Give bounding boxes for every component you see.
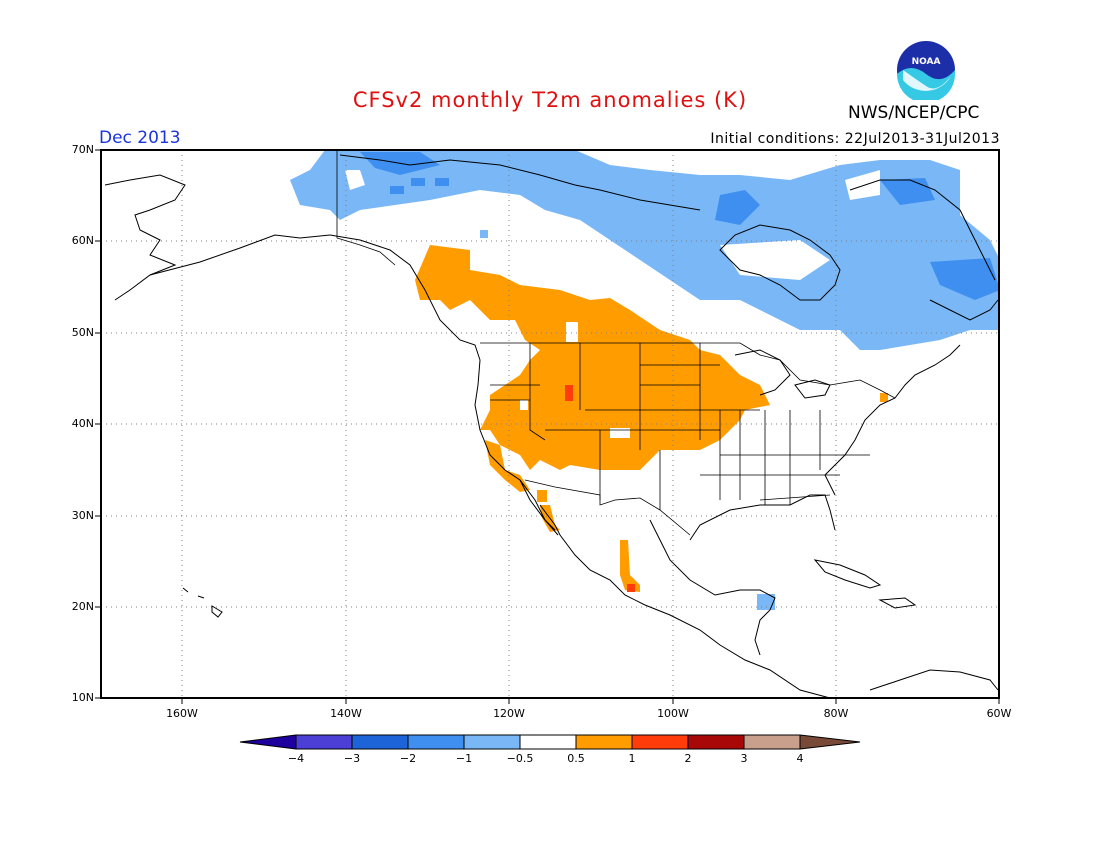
axis-ticks	[95, 149, 1000, 704]
colorbar-label-m05: −0.5	[506, 752, 534, 765]
lat-label-30n: 30N	[71, 509, 94, 522]
colorbar-m05-05	[520, 735, 576, 749]
lat-label-40n: 40N	[71, 417, 94, 430]
colorbar-label-3: 3	[740, 752, 748, 765]
colorbar-m3-m2	[352, 735, 408, 749]
colorbar-m1-m05	[464, 735, 520, 749]
chart-title: CFSv2 monthly T2m anomalies (K)	[352, 88, 748, 112]
lon-label-60w: 60W	[986, 707, 1012, 720]
colorbar-label-05: 0.5	[567, 752, 585, 765]
lat-label-10n: 10N	[71, 691, 94, 704]
colorbar-m2-m1	[408, 735, 464, 749]
colorbar-1-2	[632, 735, 688, 749]
colorbar-label-4: 4	[796, 752, 804, 765]
colorbar-label-1: 1	[628, 752, 636, 765]
colorbar-gt-4	[800, 735, 860, 749]
lon-label-80w: 80W	[823, 707, 849, 720]
colorbar-05-1	[576, 735, 632, 749]
lat-label-70n: 70N	[71, 143, 94, 156]
colorbar-2-3	[688, 735, 744, 749]
logo-text: NOAA	[912, 57, 941, 67]
cold-anomaly-field	[290, 150, 1000, 610]
colorbar-m4-m3	[296, 735, 352, 749]
colorbar-label-2: 2	[684, 752, 692, 765]
lon-label-140w: 140W	[330, 707, 362, 720]
forecast-month: Dec 2013	[99, 128, 181, 148]
initial-conditions: Initial conditions: 22Jul2013-31Jul2013	[710, 131, 1000, 147]
colorbar	[239, 734, 861, 750]
colorbar-label-m2: −2	[399, 752, 417, 765]
lat-label-20n: 20N	[71, 600, 94, 613]
colorbar-lt-m4	[240, 735, 296, 749]
lat-label-50n: 50N	[71, 326, 94, 339]
political-borders	[336, 150, 896, 536]
lon-label-120w: 120W	[493, 707, 525, 720]
colorbar-label-m4: −4	[287, 752, 305, 765]
lon-label-100w: 100W	[657, 707, 689, 720]
agency-label: NWS/NCEP/CPC	[848, 103, 980, 123]
colorbar-3-4	[744, 735, 800, 749]
noaa-logo: NOAA	[897, 41, 955, 100]
colorbar-label-m3: −3	[343, 752, 361, 765]
lon-label-160w: 160W	[166, 707, 198, 720]
colorbar-label-m1: −1	[455, 752, 473, 765]
lat-label-60n: 60N	[71, 234, 94, 247]
